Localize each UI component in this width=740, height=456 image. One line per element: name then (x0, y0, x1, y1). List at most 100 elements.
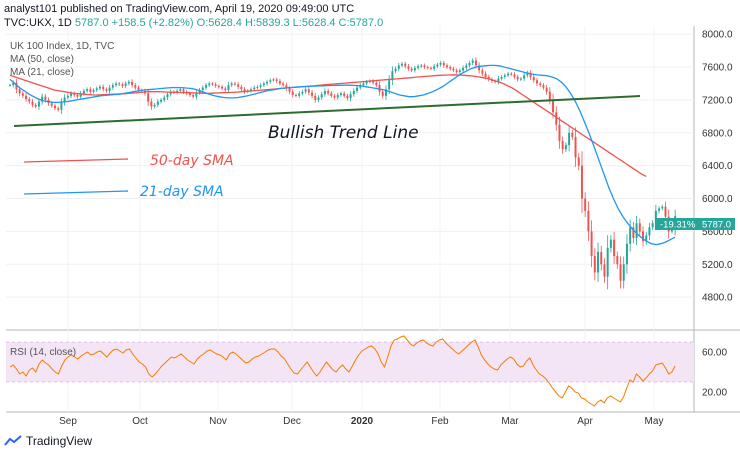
ticker-line: TVC:UKX, 1D 5787.0 +158.5 (+2.82%) O:562… (4, 16, 383, 30)
candle-body (282, 83, 285, 86)
candle-body (301, 91, 304, 94)
candle-body (423, 65, 426, 68)
candle-body (645, 235, 648, 242)
change: +158.5 (+2.82%) (111, 17, 194, 29)
candle-body (574, 136, 577, 158)
candle-body (497, 78, 500, 82)
candle-body (545, 87, 548, 92)
candle-body (15, 82, 18, 90)
candle-body (153, 104, 156, 107)
sma21-legend-line (23, 190, 129, 195)
candle-body (182, 89, 185, 92)
candle-body (291, 91, 294, 96)
candle-body (86, 89, 89, 91)
candle-body (208, 83, 211, 86)
candle-body (619, 264, 622, 281)
candle-body (272, 79, 275, 81)
candle-body (397, 65, 400, 69)
candle-body (233, 83, 236, 85)
candle-body (462, 67, 465, 71)
candle-body (63, 97, 66, 103)
candle-body (115, 83, 118, 86)
candle-body (102, 86, 105, 90)
candle-body (529, 72, 532, 77)
candle-body (548, 91, 551, 100)
candle-body (214, 84, 217, 86)
candle-body (593, 256, 596, 273)
candle-body (150, 101, 153, 107)
candle-body (317, 97, 320, 100)
candle-body (513, 74, 516, 77)
candle-body (9, 85, 11, 87)
candle-body (503, 75, 506, 77)
candle-body (642, 231, 645, 242)
candle-body (539, 83, 542, 86)
candle-body (478, 65, 481, 71)
candle-body (256, 86, 259, 88)
candle-body (426, 67, 429, 69)
candle-body (121, 84, 124, 86)
candle-body (285, 85, 288, 89)
candle-body (580, 165, 583, 199)
time-tick-label: Oct (132, 416, 148, 427)
price-tick-label: 5600.0 (702, 227, 733, 238)
rsi-band-fill (6, 342, 694, 382)
candle-body (179, 89, 182, 91)
candle-body (288, 88, 291, 92)
candle-body (484, 73, 487, 77)
candle-body (532, 76, 535, 81)
candle-body (89, 89, 92, 92)
candle-body (625, 243, 628, 265)
candle-body (240, 86, 243, 90)
candle-body (577, 157, 580, 166)
candle-body (294, 95, 297, 97)
candle-body (452, 68, 455, 71)
sma50-annotation: 50-day SMA (150, 153, 234, 169)
last-price-pct: -19.31% (660, 220, 696, 231)
candle-body (568, 132, 571, 146)
candle-body (394, 68, 397, 72)
candle-body (195, 92, 198, 97)
candle-body (407, 66, 410, 69)
time-tick-label: Nov (209, 416, 227, 427)
candle-body (166, 94, 169, 98)
candle-body (105, 89, 108, 91)
candle-body (613, 239, 616, 257)
price-tick-label: 5200.0 (702, 260, 733, 271)
trend-annotation: Bullish Trend Line (268, 123, 419, 143)
publish-info: analyst101 published on TradingView.com,… (4, 3, 355, 15)
candle-body (535, 80, 538, 84)
candle-body (18, 89, 21, 94)
candle-body (590, 231, 593, 257)
candle-body (571, 132, 574, 137)
candle-body (60, 102, 63, 110)
price-axis: 8000.0 7600.0 7200.0 6800.0 6400.0 6000.0 5600… (702, 30, 733, 304)
candle-body (211, 83, 214, 85)
candle-body (243, 89, 246, 92)
candle-body (28, 99, 31, 102)
candle-body (262, 83, 265, 86)
last-close: 5787.0 (74, 17, 109, 29)
candle-body (253, 87, 256, 90)
candle-body (314, 95, 317, 100)
candle-body (304, 89, 307, 92)
candle-body (98, 86, 101, 89)
footer-brand[interactable]: TradingView (4, 434, 92, 448)
candle-body (66, 95, 69, 98)
candle-body (127, 81, 130, 84)
candle-body (413, 67, 416, 71)
candle-body (237, 84, 240, 87)
candle-body (661, 206, 664, 209)
indicator-legend: UK 100 Index, 1D, TVC MA (50, close) MA … (10, 40, 114, 79)
rsi-tick-label: 60.00 (702, 348, 727, 359)
candle-body (542, 85, 545, 88)
candle-body (278, 81, 281, 84)
candle-body (384, 89, 387, 96)
candle-body (230, 83, 233, 86)
candle-body (31, 101, 34, 105)
chart-header: analyst101 published on TradingView.com,… (4, 2, 383, 30)
candle-body (12, 82, 15, 86)
candle-body (404, 63, 407, 67)
candle-body (658, 208, 661, 211)
candle-body (76, 95, 79, 97)
